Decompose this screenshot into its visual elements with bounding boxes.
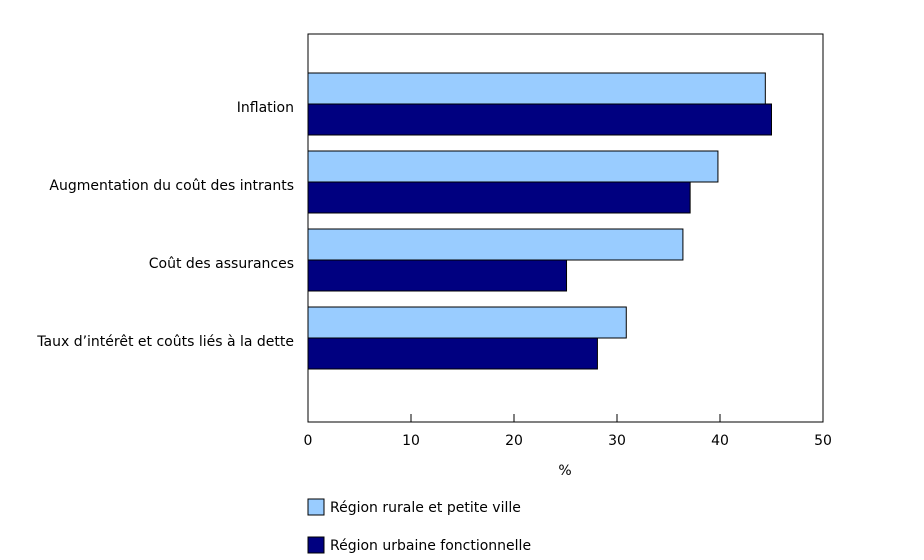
legend-label: Région rurale et petite ville — [330, 500, 521, 516]
bar — [307, 72, 766, 105]
y-tick-label: Augmentation du coût des intrants — [49, 178, 294, 194]
x-axis-label: % — [558, 463, 571, 479]
bar — [307, 228, 684, 261]
bar — [307, 259, 568, 292]
x-tick-label: 0 — [304, 433, 313, 449]
y-tick-label: Taux d’intérêt et coûts liés à la dette — [36, 334, 294, 350]
y-tick-label: Coût des assurances — [149, 256, 294, 272]
bar — [307, 150, 719, 183]
legend-swatch — [307, 536, 325, 554]
y-tick-label: Inflation — [237, 100, 294, 116]
bar — [307, 103, 772, 136]
x-tick-label: 30 — [608, 433, 626, 449]
legend-swatch — [307, 498, 325, 516]
x-tick-label: 10 — [402, 433, 420, 449]
bar — [307, 306, 627, 339]
x-tick-label: 40 — [711, 433, 729, 449]
plot-frame — [307, 33, 824, 423]
x-tick-label: 20 — [505, 433, 523, 449]
bar — [307, 181, 691, 214]
legend-label: Région urbaine fonctionnelle — [330, 538, 531, 554]
x-tick-label: 50 — [814, 433, 832, 449]
bar — [307, 337, 598, 370]
